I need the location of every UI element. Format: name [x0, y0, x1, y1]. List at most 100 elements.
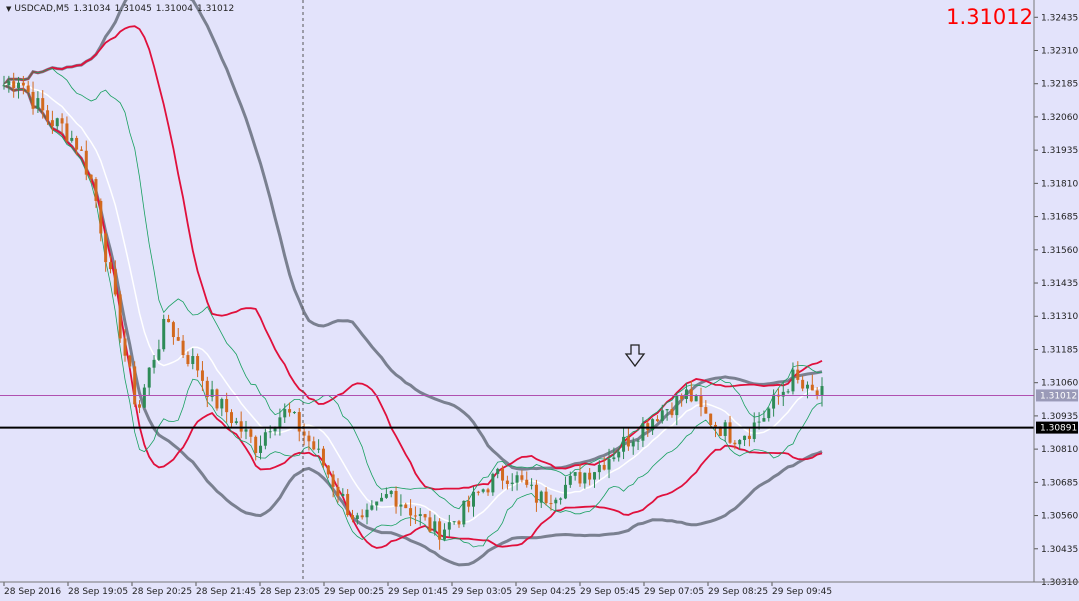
candle: [801, 375, 805, 392]
collapse-triangle-icon[interactable]: ▼: [6, 5, 12, 13]
candle: [317, 439, 321, 454]
candle: [733, 440, 737, 450]
candle: [404, 502, 408, 509]
candle: [128, 354, 132, 369]
candle: [181, 335, 185, 359]
candle: [602, 456, 606, 471]
candle: [515, 471, 519, 491]
price-tick-label-6: 1.31685: [1041, 213, 1078, 223]
candle: [597, 460, 601, 480]
candle: [239, 411, 243, 439]
candle: [157, 339, 161, 362]
candle: [709, 413, 713, 427]
candle: [152, 355, 156, 374]
candle: [423, 513, 427, 521]
candle: [714, 421, 718, 438]
candle: [772, 389, 776, 417]
candle: [810, 374, 814, 391]
candle: [762, 410, 766, 422]
candle: [249, 426, 253, 444]
candle: [118, 290, 122, 343]
candle: [346, 489, 350, 517]
candle: [510, 473, 514, 492]
candle: [622, 427, 626, 460]
candle: [791, 362, 795, 395]
candle: [79, 146, 83, 151]
current-price-label: 1.31012: [1036, 389, 1078, 402]
price-tick-label-16: 1.30435: [1041, 545, 1078, 555]
price-tick-label-12: 1.30935: [1041, 412, 1078, 422]
price-tick-label-0: 1.32435: [1041, 13, 1078, 23]
candle: [60, 113, 64, 134]
down-arrow-icon[interactable]: [624, 344, 646, 368]
candle: [399, 494, 403, 516]
candle: [607, 448, 611, 479]
candle: [365, 503, 369, 525]
candle: [728, 415, 732, 445]
candle: [525, 471, 529, 488]
candle: [641, 417, 645, 447]
candle: [186, 351, 190, 367]
candle: [113, 260, 117, 297]
candle: [588, 468, 592, 486]
candle: [263, 428, 267, 450]
candle: [651, 418, 655, 435]
candle: [612, 447, 616, 462]
candle: [467, 495, 471, 513]
candle: [99, 198, 103, 242]
candle: [738, 439, 742, 450]
candle: [321, 446, 325, 469]
candle: [665, 409, 669, 421]
candle: [704, 400, 708, 414]
ohlc-open: 1.31034: [73, 4, 111, 14]
candle: [288, 402, 292, 417]
time-tick-label-12: 29 Sep 09:45: [772, 587, 832, 597]
price-tick-label-8: 1.31435: [1041, 279, 1078, 289]
candle: [428, 510, 432, 533]
svg-text:1.30891: 1.30891: [1040, 424, 1077, 434]
price-tick-label-2: 1.32185: [1041, 80, 1078, 90]
candle: [70, 130, 74, 143]
candle: [539, 490, 543, 508]
time-tick-label-9: 29 Sep 05:45: [580, 587, 640, 597]
candle: [563, 476, 567, 500]
candle: [636, 438, 640, 450]
candle: [244, 420, 248, 440]
candle: [617, 448, 621, 462]
time-tick-label-5: 29 Sep 00:25: [324, 587, 384, 597]
candle: [46, 104, 50, 125]
ohlc-high: 1.31045: [114, 4, 152, 14]
time-tick-label-11: 29 Sep 08:25: [708, 587, 768, 597]
candle: [413, 506, 417, 524]
candle: [50, 110, 54, 134]
candle: [568, 471, 572, 488]
candle: [104, 230, 108, 272]
candle: [549, 494, 553, 511]
candle: [462, 500, 466, 528]
candle: [75, 135, 79, 156]
candle: [418, 508, 422, 526]
candle: [452, 521, 456, 525]
candle: [65, 116, 69, 143]
candle: [55, 117, 59, 131]
lower-green-band: [3, 84, 823, 548]
time-axis: 28 Sep 2016 28 Sep 19:05 28 Sep 20:25 28 Se…: [3, 582, 832, 597]
candle: [360, 509, 364, 520]
candle: [200, 361, 204, 391]
price-tick-label-5: 1.31810: [1041, 179, 1078, 189]
price-tick-label-15: 1.30560: [1041, 512, 1078, 522]
ohlc-close: 1.31012: [197, 4, 235, 14]
time-tick-label-10: 29 Sep 07:05: [644, 587, 704, 597]
lower-red-band: [3, 84, 823, 549]
candle: [26, 80, 30, 93]
candle: [138, 400, 142, 414]
candle: [670, 402, 674, 418]
candle: [167, 314, 171, 323]
candle: [225, 392, 229, 423]
candle: [486, 487, 490, 496]
candle: [108, 255, 112, 274]
candle: [278, 408, 282, 436]
candle: [394, 486, 398, 514]
